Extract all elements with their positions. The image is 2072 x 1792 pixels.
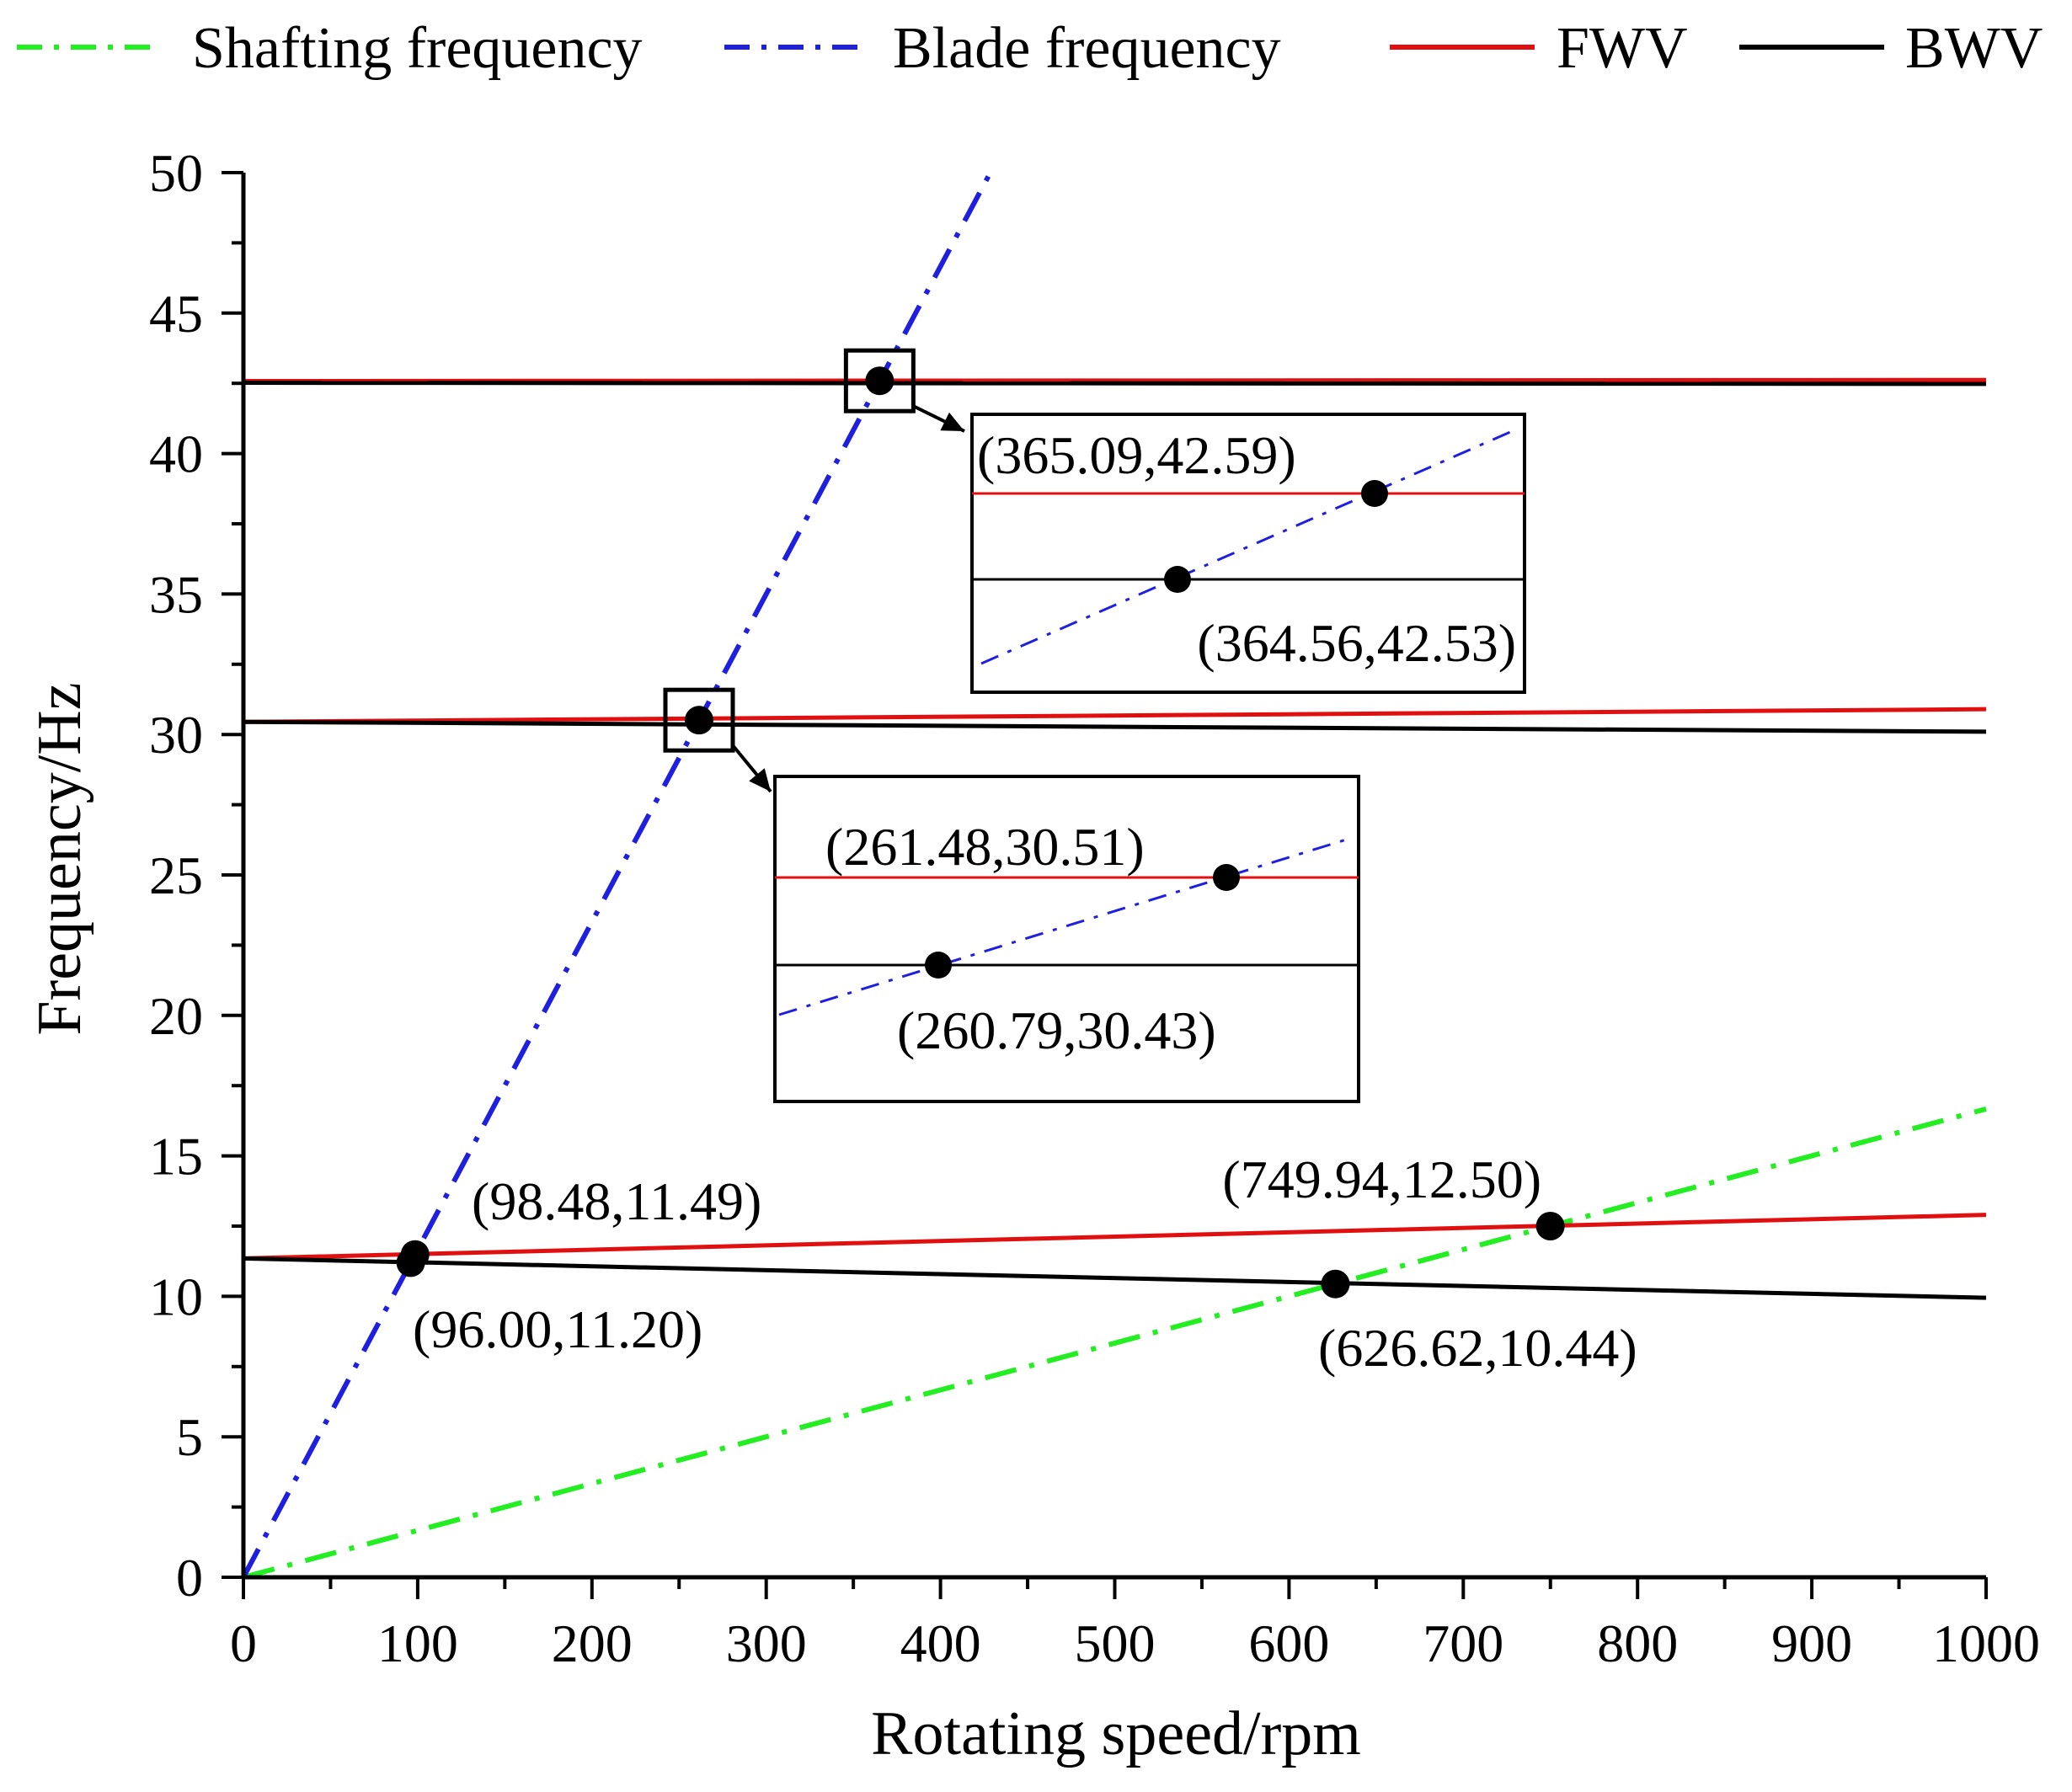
series-line-bwv-1	[243, 719, 1987, 734]
legend-label-bwv: BWV	[1905, 16, 2043, 81]
x-tick-label: 600	[1248, 1613, 1329, 1673]
x-tick-label: 700	[1423, 1613, 1503, 1673]
series-line-bwv-0	[243, 1256, 1987, 1300]
data-point	[396, 1248, 425, 1277]
series-line-bwv-2	[243, 381, 1987, 387]
inset-point	[1164, 566, 1191, 593]
points-layer: (98.48,11.49) (96.00,11.20) (749.94,12.50)…	[396, 366, 1637, 1378]
inset-point	[925, 952, 952, 979]
x-tick-label: 400	[900, 1613, 981, 1673]
zoom-arrow-head	[940, 412, 964, 431]
y-tick-label: 0	[176, 1548, 203, 1608]
y-tick-label: 15	[149, 1127, 203, 1187]
inset-upper-label: (365.09,42.59)	[977, 425, 1296, 485]
data-point	[1535, 1212, 1565, 1240]
inset-point	[1213, 864, 1240, 891]
zoom-marker-box	[843, 348, 916, 413]
inset-lower-label: (364.56,42.53)	[1197, 613, 1516, 673]
series-line-fwv-0	[243, 1213, 1987, 1261]
x-tick-label: 800	[1597, 1613, 1678, 1673]
x-tick-label: 500	[1075, 1613, 1156, 1673]
zoom-arrow-head	[749, 768, 771, 792]
series-line-shafting-frequency-0	[243, 1106, 1987, 1580]
data-point-label: (96.00,11.20)	[413, 1299, 702, 1359]
legend-label-shafting-frequency: Shafting frequency	[192, 16, 643, 81]
inset-upper-label: (261.48,30.51)	[825, 817, 1145, 877]
insets-layer: (365.09,42.59) (364.56,42.53) (261.48,30.5…	[663, 348, 1526, 1103]
inset-blade-line	[778, 836, 1353, 1016]
series-layer	[241, 171, 1987, 1580]
zoom-target-point	[865, 366, 894, 396]
inset-box	[773, 775, 1360, 1103]
y-tick-label: 20	[149, 986, 203, 1046]
x-tick-label: 900	[1771, 1613, 1852, 1673]
inset-box	[970, 413, 1526, 694]
legend: Shafting frequency Blade frequency FWV BWV	[17, 16, 2043, 81]
data-point-label: (749.94,12.50)	[1222, 1149, 1541, 1209]
y-tick-label: 25	[149, 845, 203, 905]
data-point	[1321, 1269, 1350, 1299]
data-point-label: (626.62,10.44)	[1318, 1318, 1637, 1378]
y-tick-label: 50	[149, 143, 203, 203]
legend-label-fwv: FWV	[1557, 16, 1688, 81]
y-tick-label: 30	[149, 705, 203, 765]
y-tick-label: 45	[149, 284, 203, 344]
y-tick-label: 5	[176, 1407, 203, 1467]
series-line-fwv-1	[243, 707, 1987, 724]
x-tick-label: 100	[377, 1613, 458, 1673]
y-tick-label: 10	[149, 1267, 203, 1326]
x-axis-title: Rotating speed/rpm	[871, 1699, 1361, 1768]
axes: 0 100 200 300 400 500 600 700 800 900 1000 0 5 10 15 20…	[149, 143, 2040, 1673]
y-tick-label: 40	[149, 424, 203, 484]
legend-label-blade-frequency: Blade frequency	[893, 16, 1281, 81]
zoom-marker-box	[663, 687, 735, 753]
x-tick-label: 200	[552, 1613, 633, 1673]
inset-lower-label: (260.79,30.43)	[897, 1000, 1216, 1060]
data-point-label: (98.48,11.49)	[472, 1171, 761, 1231]
x-tick-label: 0	[230, 1613, 257, 1673]
inset-blade-line	[980, 428, 1517, 665]
y-tick-label: 35	[149, 564, 203, 624]
zoom-target-point	[685, 706, 714, 735]
x-tick-label: 300	[726, 1613, 807, 1673]
series-line-blade-frequency-0	[241, 171, 993, 1579]
y-axis-title: Frequency/Hz	[25, 682, 94, 1035]
inset-point	[1361, 480, 1388, 507]
x-tick-label: 1000	[1932, 1613, 2040, 1673]
